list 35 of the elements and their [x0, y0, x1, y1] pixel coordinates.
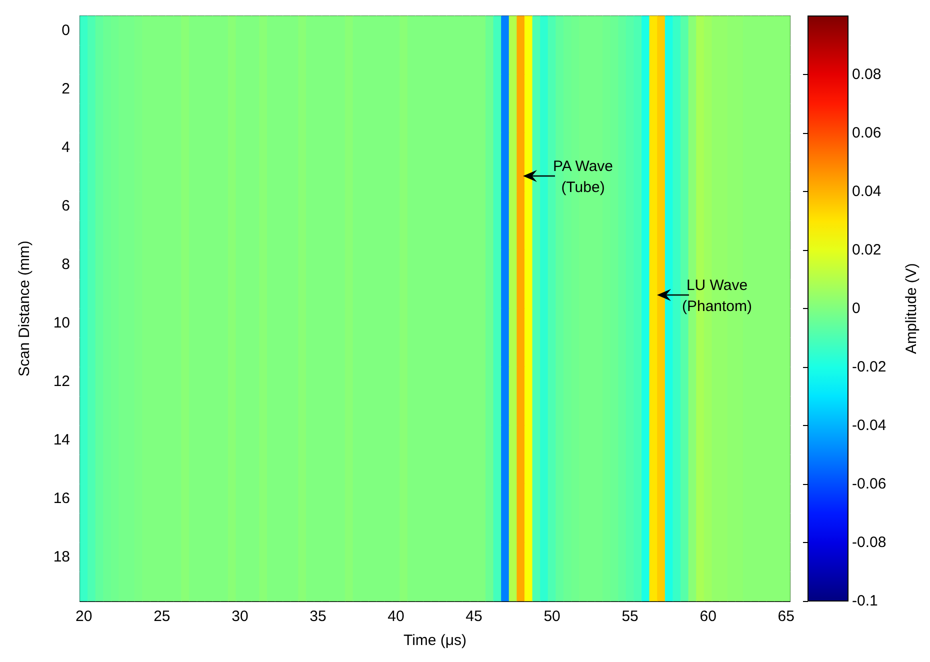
y-tick-label: 8	[62, 256, 70, 274]
x-tick-label: 40	[388, 608, 404, 625]
y-tick-label: 18	[53, 548, 70, 566]
annotation: LU Wave (Phantom)	[682, 277, 752, 315]
x-tick-label: 30	[232, 608, 248, 625]
x-tick-label: 35	[310, 608, 326, 625]
annotation: PA Wave (Tube)	[552, 158, 614, 196]
y-tick-label: 14	[53, 432, 70, 449]
color-bar-label: -0.04	[852, 417, 886, 434]
x-tick-label: 45	[466, 608, 482, 625]
color-bar-label: -0.02	[852, 358, 886, 376]
x-tick-label: 55	[622, 608, 638, 625]
y-tick-label: 4	[62, 139, 70, 156]
x-tick-label: 65	[778, 608, 794, 625]
color-bar-label: 0.06	[852, 124, 882, 142]
color-bar-title: Amplitude (V)	[903, 263, 920, 354]
x-axis-title: Time (μs)	[403, 632, 467, 649]
y-tick-label: 16	[53, 490, 70, 508]
color-bar-label: -0.1	[852, 592, 878, 610]
x-tick-label: 60	[700, 608, 716, 625]
y-tick-label: 0	[62, 22, 70, 40]
y-tick-label: 12	[53, 373, 70, 390]
color-bar-label: 0.04	[852, 183, 882, 200]
y-tick-label: 6	[62, 198, 70, 215]
x-tick-label: 20	[76, 608, 92, 625]
color-bar-label: 0.08	[852, 66, 882, 83]
color-bar-label: 0.02	[852, 242, 882, 258]
color-bar-label: -0.06	[852, 476, 886, 492]
color-bar-label: 0	[852, 300, 860, 317]
x-tick-label: 25	[154, 608, 170, 625]
y-axis-title: Scan Distance (mm)	[16, 240, 33, 376]
y-tick-label: 10	[53, 314, 70, 332]
color-bar-label: -0.08	[852, 534, 886, 551]
y-tick-label: 2	[62, 80, 70, 98]
x-tick-label: 50	[544, 608, 560, 625]
